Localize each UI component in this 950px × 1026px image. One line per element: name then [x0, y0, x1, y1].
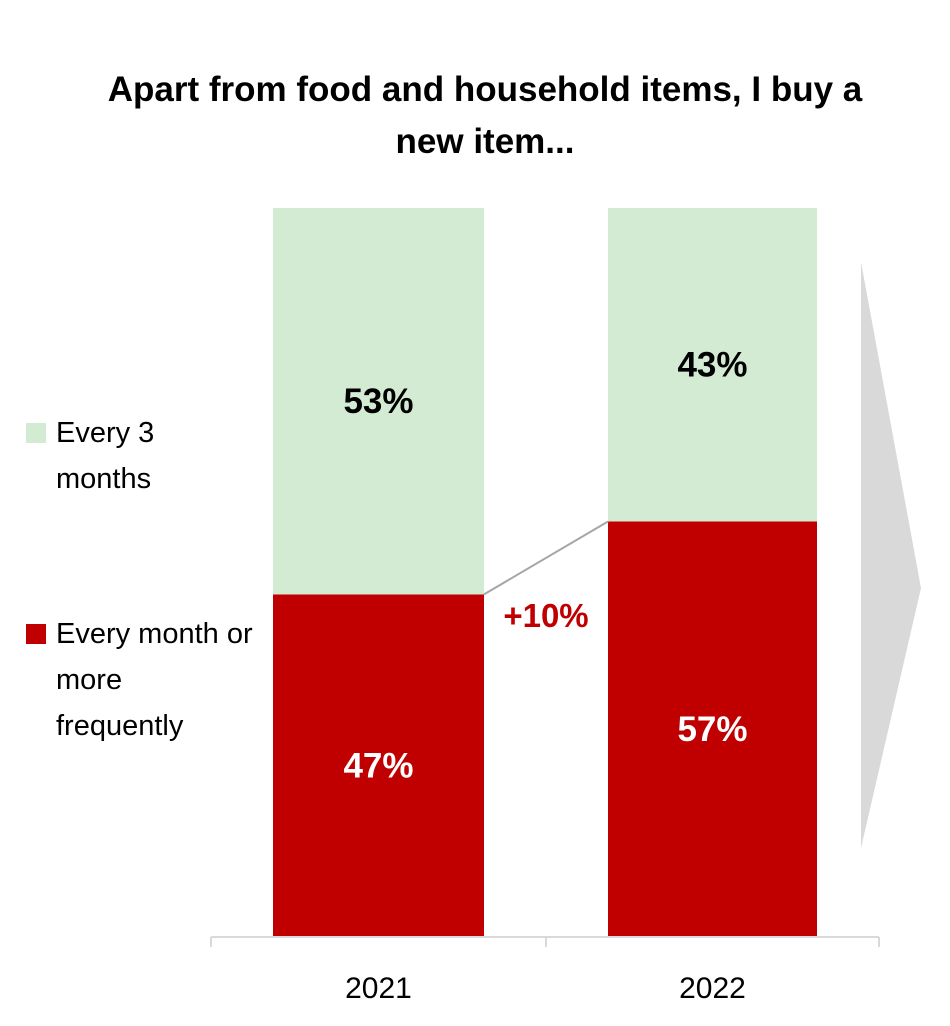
legend-label: Every 3 months	[56, 417, 155, 495]
legend-swatch	[26, 624, 46, 644]
data-label: 47%	[343, 747, 413, 786]
legend-item-every-month: Every month or more frequently	[26, 611, 256, 749]
legend-item-every-3-months: Every 3 months	[26, 410, 186, 502]
data-label: 43%	[677, 346, 747, 385]
x-tick-label: 2021	[345, 972, 412, 1005]
bar-segment-2021-1	[273, 208, 484, 595]
change-annotation: +10%	[503, 597, 588, 634]
x-tick-label: 2022	[679, 972, 746, 1005]
bar-segment-2022-0	[608, 521, 817, 937]
chart-title: Apart from food and household items, I b…	[107, 70, 863, 161]
legend-swatch	[26, 423, 46, 443]
bar-segment-2021-0	[273, 594, 484, 937]
data-label: 57%	[677, 710, 747, 749]
legend-label: Every month or more frequently	[56, 618, 253, 742]
bar-segment-2022-1	[608, 208, 817, 522]
trend-arrow-shape	[861, 262, 921, 848]
connector-line	[483, 520, 609, 596]
data-label: 53%	[343, 382, 413, 421]
